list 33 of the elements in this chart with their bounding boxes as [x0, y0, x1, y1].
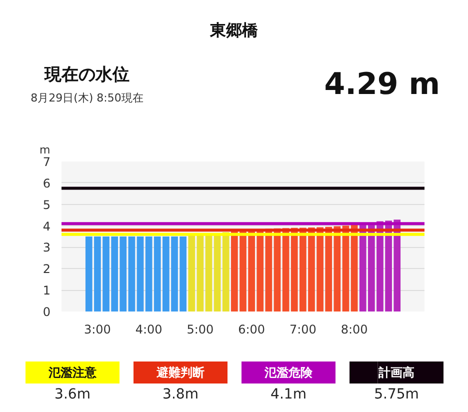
y-tick-label: 1 [42, 284, 51, 298]
x-tick-label: 8:00 [340, 322, 368, 336]
text: 4.29 m [324, 67, 440, 102]
text: 4.1m [270, 386, 306, 402]
bar [188, 234, 196, 312]
x-tick-label: 3:00 [84, 322, 111, 336]
chart-title: 東郷橋 [208, 20, 259, 40]
y-tick-label: 6 [42, 176, 51, 190]
x-tick-label: 7:00 [289, 322, 316, 336]
text: 5.75m [374, 386, 419, 402]
y-tick-label: 5 [42, 198, 51, 212]
text: 3.8m [162, 386, 198, 402]
y-tick-label: 3 [42, 240, 51, 255]
y-axis-title: m [40, 144, 50, 156]
x-tick-label: 4:00 [135, 322, 162, 336]
bar [128, 236, 136, 312]
y-tick-label: 7 [42, 155, 51, 169]
chart-subtitle: 現在の水位 [43, 64, 130, 86]
y-tick-label: 0 [42, 305, 51, 319]
y-tick-label: 4 [42, 219, 51, 234]
bar [222, 232, 230, 312]
legend-label: 氾濫注意 [48, 366, 98, 380]
legend-label: 避難判断 [156, 366, 204, 380]
text: 3.6m [54, 386, 90, 402]
x-tick-label: 6:00 [238, 322, 266, 336]
x-tick-label: 5:00 [186, 322, 214, 336]
legend-label: 氾濫危険 [264, 366, 314, 380]
legend-label: 計画高 [378, 366, 414, 380]
bar [196, 234, 204, 312]
y-tick-label: 2 [42, 262, 51, 276]
text: 8月29日(木) 8:50現在 [30, 91, 144, 105]
bar [205, 234, 212, 312]
bar [136, 236, 144, 312]
